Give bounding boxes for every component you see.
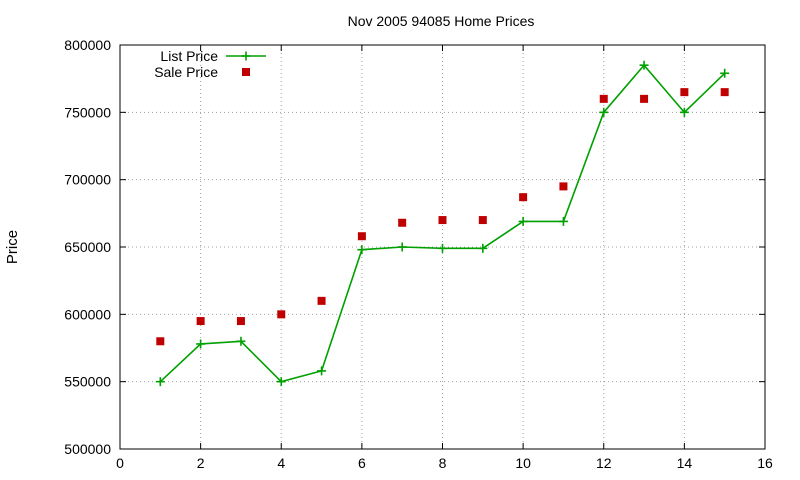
sale-price-point xyxy=(478,216,487,225)
y-tick-label: 550000 xyxy=(64,374,111,390)
y-tick-label: 800000 xyxy=(64,37,111,53)
chart-marks xyxy=(155,60,730,387)
list-price-point xyxy=(518,216,528,226)
legend-label-sale-price: Sale Price xyxy=(154,64,218,80)
list-price-point xyxy=(317,366,327,376)
legend-marker-list-price xyxy=(241,51,251,61)
legend-marker-sale-price xyxy=(242,68,250,76)
list-price-point xyxy=(438,243,447,253)
x-tick-label: 2 xyxy=(197,455,205,471)
y-tick-label: 500000 xyxy=(64,441,111,457)
sale-price-point xyxy=(277,310,286,319)
sale-price-point xyxy=(519,193,528,202)
axis-ticks: 0 2 4 6 8 10 12 14 16 500000 550000 600000 650000 700… xyxy=(64,37,773,471)
list-price-point xyxy=(196,339,206,349)
sale-price-point xyxy=(196,317,205,326)
list-price-point xyxy=(599,107,609,117)
sale-price-point xyxy=(559,182,568,191)
x-tick-label: 6 xyxy=(358,455,366,471)
list-price-point xyxy=(639,60,649,70)
x-tick-label: 10 xyxy=(515,455,531,471)
sale-price-point xyxy=(236,317,245,326)
list-price-point xyxy=(720,68,730,78)
list-price-point xyxy=(679,107,689,117)
list-price-point xyxy=(276,377,286,387)
y-tick-label: 600000 xyxy=(64,306,111,322)
y-tick-label: 650000 xyxy=(64,239,111,255)
x-tick-label: 12 xyxy=(596,455,612,471)
sale-price-point xyxy=(398,218,407,227)
list-price-point xyxy=(357,245,367,255)
y-axis-label: Price xyxy=(4,230,21,264)
sale-price-point xyxy=(599,94,608,103)
list-price-point xyxy=(236,336,246,346)
y-tick-label: 700000 xyxy=(64,172,111,188)
list-price-point xyxy=(155,377,165,387)
x-tick-label: 14 xyxy=(677,455,693,471)
list-price-point xyxy=(397,242,407,252)
list-price-point xyxy=(558,216,568,226)
sale-price-point xyxy=(317,296,326,305)
x-tick-label: 4 xyxy=(277,455,285,471)
sale-price-point xyxy=(640,94,649,103)
list-price-point xyxy=(478,243,488,253)
chart-title: Nov 2005 94085 Home Prices xyxy=(348,13,535,29)
x-tick-label: 8 xyxy=(439,455,447,471)
sale-price-point xyxy=(438,216,447,225)
y-tick-label: 750000 xyxy=(64,104,111,120)
x-tick-label: 0 xyxy=(116,455,124,471)
sale-price-point xyxy=(720,88,729,97)
legend-label-list-price: List Price xyxy=(160,48,218,64)
sale-price-point xyxy=(680,88,689,97)
sale-price-point xyxy=(357,232,366,241)
x-tick-label: 16 xyxy=(757,455,773,471)
sale-price-point xyxy=(156,337,165,346)
